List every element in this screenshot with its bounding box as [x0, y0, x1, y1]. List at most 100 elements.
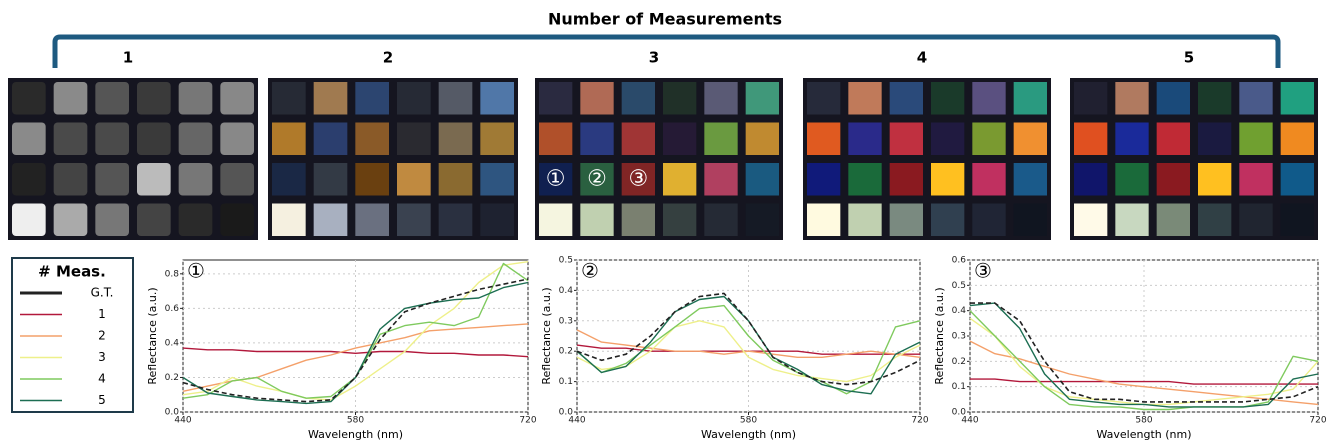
color-patch	[1281, 123, 1314, 156]
color-patch	[220, 204, 254, 237]
y-tick-label: 0.2	[559, 347, 573, 357]
color-patch	[622, 82, 655, 115]
color-patch	[1074, 123, 1107, 156]
color-patch	[272, 204, 306, 237]
color-patch	[480, 123, 514, 156]
legend-box	[12, 258, 133, 412]
color-patch	[1198, 82, 1231, 115]
x-tick-label: 580	[347, 416, 364, 426]
color-patch	[95, 204, 129, 237]
color-patch	[931, 123, 964, 156]
color-patch	[272, 123, 306, 156]
color-patch	[1115, 204, 1148, 237]
y-tick-label: 0.3	[952, 332, 966, 342]
legend-label: 1	[98, 307, 106, 321]
figure: Number of Measurements # Meas. 12345①②③G…	[0, 0, 1326, 444]
color-patch	[355, 204, 389, 237]
color-patch	[663, 82, 696, 115]
color-patch	[1239, 204, 1272, 237]
color-patch	[663, 163, 696, 196]
y-tick-label: 0.4	[952, 306, 967, 316]
color-patch	[931, 163, 964, 196]
color-patch	[220, 163, 254, 196]
color-patch	[972, 82, 1005, 115]
y-tick-label: 0.1	[559, 377, 573, 387]
legend-label: G.T.	[91, 286, 114, 300]
x-axis-label: Wavelength (nm)	[308, 428, 403, 441]
color-patch	[480, 82, 514, 115]
color-patch	[137, 123, 171, 156]
panel-label: 3	[649, 49, 659, 67]
color-patch	[622, 204, 655, 237]
panel-label: 2	[383, 49, 393, 67]
color-patch	[314, 163, 348, 196]
color-patch	[807, 82, 840, 115]
x-axis-label: Wavelength (nm)	[1096, 428, 1191, 441]
y-tick-label: 0.2	[952, 357, 966, 367]
patch-marker: ①	[546, 166, 566, 191]
color-patch	[1239, 163, 1272, 196]
y-tick-label: 0.5	[559, 256, 573, 266]
color-patch	[439, 204, 473, 237]
y-tick-label: 0.3	[559, 316, 573, 326]
color-patch	[95, 82, 129, 115]
color-patch	[746, 82, 779, 115]
legend-label: 5	[98, 393, 106, 407]
color-patch	[704, 123, 737, 156]
color-patch	[580, 82, 613, 115]
color-patch	[1157, 163, 1190, 196]
y-tick-label: 0.2	[165, 373, 179, 383]
x-tick-label: 440	[568, 416, 585, 426]
legend-label: 2	[98, 329, 106, 343]
color-patch	[95, 123, 129, 156]
color-patch	[137, 163, 171, 196]
y-axis-label: Reflectance (a.u.)	[540, 287, 553, 384]
color-patch	[397, 123, 431, 156]
color-patch	[137, 204, 171, 237]
color-patch	[272, 82, 306, 115]
legend-label: 3	[98, 350, 106, 364]
color-patch	[1198, 163, 1231, 196]
y-axis-label: Reflectance (a.u.)	[146, 287, 159, 384]
color-patch	[1198, 204, 1231, 237]
color-patch	[663, 123, 696, 156]
color-patch	[1115, 82, 1148, 115]
color-patch	[1281, 204, 1314, 237]
color-patch	[272, 163, 306, 196]
color-patch	[54, 123, 88, 156]
color-patch	[220, 123, 254, 156]
legend-title: # Meas.	[38, 263, 106, 281]
color-patch	[704, 163, 737, 196]
color-patch	[539, 82, 572, 115]
color-patch	[314, 204, 348, 237]
color-patch	[137, 82, 171, 115]
color-patch	[54, 163, 88, 196]
x-axis-label: Wavelength (nm)	[701, 428, 796, 441]
x-tick-label: 720	[1309, 416, 1326, 426]
color-patch	[1115, 123, 1148, 156]
x-tick-label: 720	[911, 416, 928, 426]
color-patch	[179, 204, 213, 237]
color-patch	[439, 82, 473, 115]
color-patch	[397, 163, 431, 196]
color-patch	[890, 82, 923, 115]
panel-label: 4	[917, 49, 927, 67]
panel-label: 1	[123, 49, 133, 67]
color-patch	[220, 82, 254, 115]
patch-marker: ②	[587, 166, 607, 191]
color-patch	[807, 123, 840, 156]
y-tick-label: 0.1	[952, 382, 966, 392]
color-patch	[12, 82, 46, 115]
color-patch	[1198, 123, 1231, 156]
color-patch	[848, 163, 881, 196]
color-patch	[1157, 123, 1190, 156]
color-patch	[848, 123, 881, 156]
color-patch	[931, 204, 964, 237]
color-patch	[355, 163, 389, 196]
color-patch	[1074, 82, 1107, 115]
x-tick-label: 580	[740, 416, 757, 426]
color-patch	[1014, 163, 1047, 196]
color-patch	[1281, 163, 1314, 196]
color-patch	[314, 82, 348, 115]
y-tick-label: 0.5	[952, 281, 966, 291]
